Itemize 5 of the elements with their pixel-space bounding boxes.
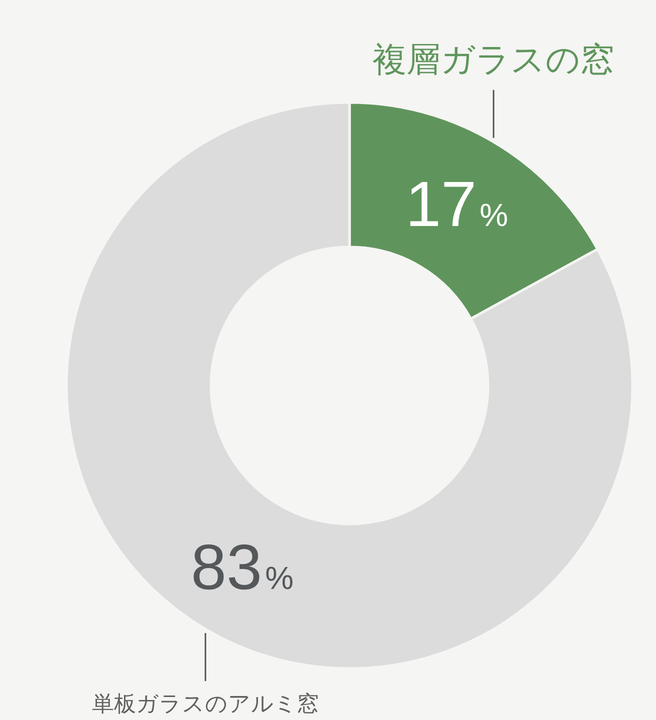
data-label: 83% <box>190 530 294 603</box>
slice-label: 単板ガラスのアルミ窓 <box>92 691 319 716</box>
slice-label: 複層ガラスの窓 <box>372 40 615 79</box>
data-label: 17% <box>405 168 508 240</box>
donut-slice <box>66 101 634 670</box>
